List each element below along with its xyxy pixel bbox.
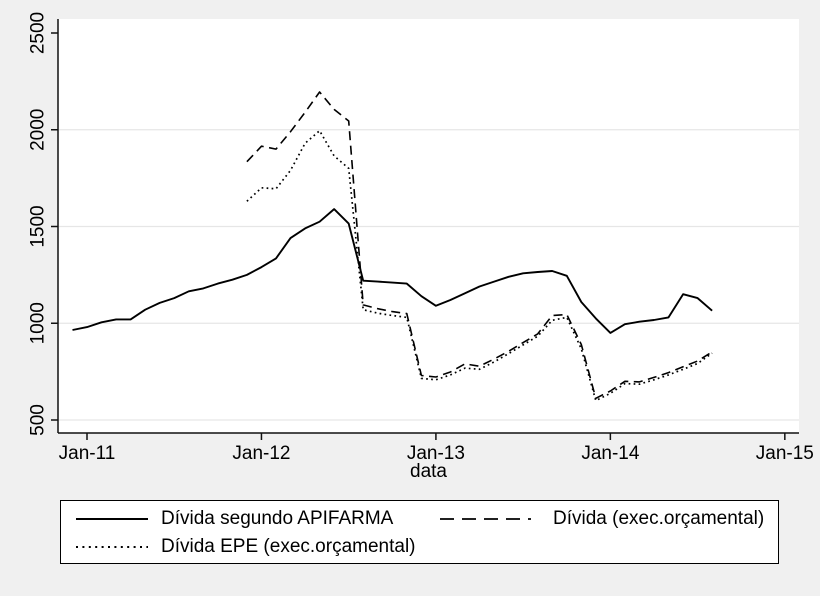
legend-label: Dívida EPE (exec.orçamental) — [161, 536, 416, 557]
series-line-dashed — [246, 91, 713, 400]
x-tick-label: Jan-15 — [756, 443, 814, 464]
x-tick-label: Jan-11 — [59, 443, 116, 464]
legend-label: Dívida segundo APIFARMA — [161, 508, 394, 529]
y-tick-label: 1500 — [28, 205, 49, 247]
x-tick-label: Jan-14 — [581, 443, 640, 464]
y-tick-label: 500 — [28, 404, 49, 436]
legend-item: Dívida (exec.orçamental) — [440, 508, 764, 530]
y-tick-label: 2500 — [28, 12, 49, 54]
legend-row-1: Dívida segundo APIFARMA Dívida (exec.orça… — [76, 505, 778, 533]
series-line-solid — [72, 208, 713, 334]
legend-label: Dívida (exec.orçamental) — [553, 508, 765, 529]
y-tick-label: 2000 — [28, 109, 49, 151]
x-tick-label: Jan-12 — [232, 443, 290, 464]
legend-key-dashed-line — [440, 518, 533, 520]
x-tick-label: Jan-13 — [407, 443, 465, 464]
legend-key-dotted-line — [76, 546, 148, 548]
y-tick-label: 1000 — [28, 302, 49, 344]
legend-box: Dívida segundo APIFARMA Dívida (exec.orça… — [60, 500, 779, 564]
legend-row-2: Dívida EPE (exec.orçamental) — [76, 533, 778, 561]
x-axis-title: data — [410, 461, 447, 482]
legend-item: Dívida segundo APIFARMA — [76, 508, 440, 530]
legend-item: Dívida EPE (exec.orçamental) — [76, 536, 440, 558]
series-line-dotted — [246, 129, 713, 402]
legend-key-solid-line — [76, 518, 148, 520]
